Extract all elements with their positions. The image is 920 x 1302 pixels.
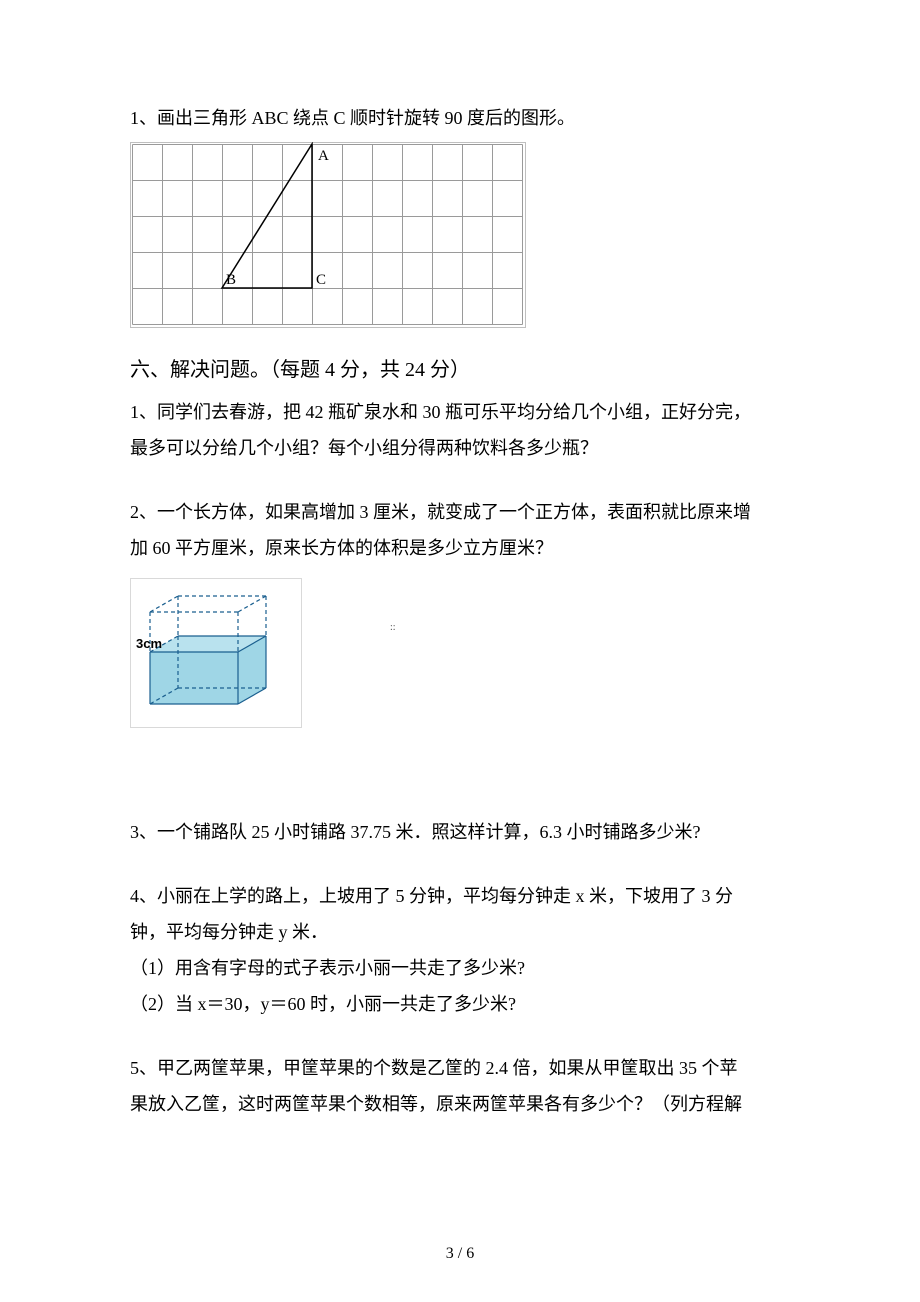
svg-text:3cm: 3cm: [136, 636, 162, 651]
q1-text: 1、画出三角形 ABC 绕点 C 顺时针旋转 90 度后的图形。: [130, 100, 790, 136]
p5-line2: 果放入乙筐，这时两筐苹果个数相等，原来两筐苹果各有多少个？（列方程解: [130, 1086, 790, 1122]
p4-sub1: （1）用含有字母的式子表示小丽一共走了多少米?: [130, 950, 790, 986]
section6-heading: 六、解决问题。（每题 4 分，共 24 分）: [130, 350, 790, 390]
svg-text:B: B: [226, 272, 236, 288]
p2-line1: 2、一个长方体，如果高增加 3 厘米，就变成了一个正方体，表面积就比原来增: [130, 494, 790, 530]
p2-figure: 3cm ::: [130, 578, 790, 740]
page-number: 3 / 6: [0, 1238, 920, 1270]
p1-line1: 1、同学们去春游，把 42 瓶矿泉水和 30 瓶可乐平均分给几个小组，正好分完，: [130, 394, 790, 430]
svg-text:C: C: [316, 272, 326, 288]
p4-line2: 钟，平均每分钟走 y 米．: [130, 914, 790, 950]
p1-line2: 最多可以分给几个小组？每个小组分得两种饮料各多少瓶？: [130, 430, 790, 466]
cuboid-svg: 3cm: [130, 578, 302, 728]
cursor-mark: ::: [390, 618, 396, 638]
p2-line2: 加 60 平方厘米，原来长方体的体积是多少立方厘米？: [130, 530, 790, 566]
p5-line1: 5、甲乙两筐苹果，甲筐苹果的个数是乙筐的 2.4 倍，如果从甲筐取出 35 个苹: [130, 1050, 790, 1086]
p4-line1: 4、小丽在上学的路上，上坡用了 5 分钟，平均每分钟走 x 米，下坡用了 3 分: [130, 878, 790, 914]
svg-text:A: A: [318, 148, 329, 164]
triangle-grid-svg: A B C: [130, 142, 526, 328]
p4-sub2: （2）当 x＝30，y＝60 时，小丽一共走了多少米?: [130, 986, 790, 1022]
p3-text: 3、一个铺路队 25 小时铺路 37.75 米．照这样计算，6.3 小时铺路多少…: [130, 814, 790, 850]
q1-grid-figure: A B C: [130, 142, 790, 340]
